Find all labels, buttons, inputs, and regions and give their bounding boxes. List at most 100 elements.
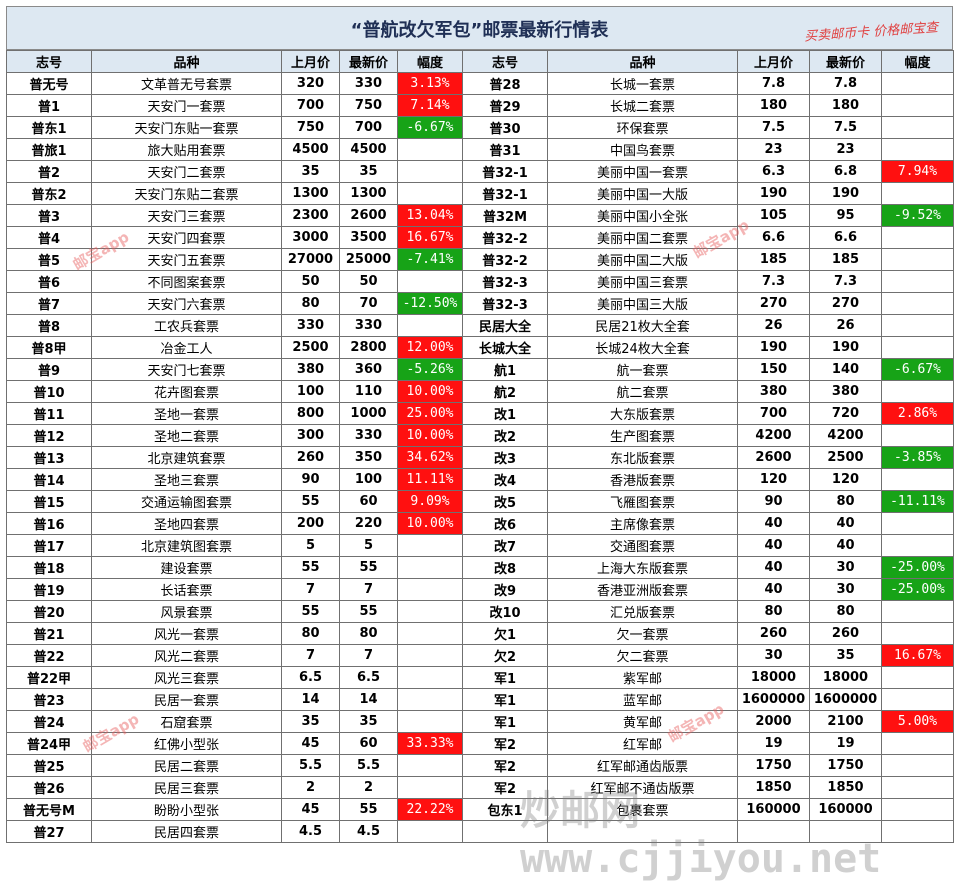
cell-variety: 美丽中国小全张: [547, 204, 738, 227]
cell-change: [881, 512, 954, 535]
header-change: 幅度: [881, 50, 954, 73]
cell-last-price: 150: [737, 358, 810, 381]
cell-variety: 上海大东版套票: [547, 556, 738, 579]
cell-change: -9.52%: [881, 204, 954, 227]
cell-latest-price: 25000: [339, 248, 398, 271]
cell-change: [881, 424, 954, 447]
cell-latest-price: 55: [339, 556, 398, 579]
cell-last-price: 90: [737, 490, 810, 513]
cell-last-price: 19: [737, 732, 810, 755]
cell-change: [881, 622, 954, 645]
cell-last-price: 4.5: [281, 820, 340, 843]
cell-code: 普1: [6, 94, 92, 117]
cell-last-price: 185: [737, 248, 810, 271]
cell-change: -25.00%: [881, 556, 954, 579]
cell-code: 普22: [6, 644, 92, 667]
cell-variety: 北京建筑图套票: [91, 534, 282, 557]
cell-last-price: 80: [281, 622, 340, 645]
cell-change: 2.86%: [881, 402, 954, 425]
table-row: 普7 天安门六套票 80 70 -12.50% 普32-3 美丽中国三大版 270 270: [6, 292, 954, 315]
cell-code: 普26: [6, 776, 92, 799]
cell-code: 普3: [6, 204, 92, 227]
cell-variety: 风光三套票: [91, 666, 282, 689]
cell-change: [397, 182, 463, 205]
cell-code: 军1: [462, 710, 548, 733]
cell-variety: 红军邮不通齿版票: [547, 776, 738, 799]
cell-latest-price: 7.5: [809, 116, 882, 139]
cell-variety: 民居三套票: [91, 776, 282, 799]
cell-last-price: 4200: [737, 424, 810, 447]
header-latest-price: 最新价: [809, 50, 882, 73]
cell-latest-price: 360: [339, 358, 398, 381]
cell-code: 普7: [6, 292, 92, 315]
table-row: 普8 工农兵套票 330 330 民居大全 民居21枚大全套 26 26: [6, 314, 954, 337]
cell-change: 10.00%: [397, 512, 463, 535]
cell-code: 普31: [462, 138, 548, 161]
cell-variety: 飞雁图套票: [547, 490, 738, 513]
cell-variety: 生产图套票: [547, 424, 738, 447]
cell-last-price: 380: [281, 358, 340, 381]
cell-latest-price: 720: [809, 402, 882, 425]
table-row: 普27 民居四套票 4.5 4.5: [6, 820, 954, 843]
table-row: 普2 天安门二套票 35 35 普32-1 美丽中国一套票 6.3 6.8 7.94%: [6, 160, 954, 183]
cell-code: 普东2: [6, 182, 92, 205]
cell-latest-price: 80: [809, 600, 882, 623]
table-row: 普旅1 旅大贴用套票 4500 4500 普31 中国鸟套票 23 23: [6, 138, 954, 161]
cell-change: 25.00%: [397, 402, 463, 425]
cell-latest-price: 4500: [339, 138, 398, 161]
cell-last-price: 30: [737, 644, 810, 667]
cell-latest-price: 50: [339, 270, 398, 293]
cell-latest-price: 2500: [809, 446, 882, 469]
cell-latest-price: 160000: [809, 798, 882, 821]
cell-change: [881, 314, 954, 337]
header-variety: 品种: [547, 50, 738, 73]
cell-code: 普30: [462, 116, 548, 139]
cell-variety: 天安门四套票: [91, 226, 282, 249]
cell-change: 10.00%: [397, 424, 463, 447]
cell-code: 航1: [462, 358, 548, 381]
cell-latest-price: 3500: [339, 226, 398, 249]
table-row: 普12 圣地二套票 300 330 10.00% 改2 生产图套票 4200 4200: [6, 424, 954, 447]
table-row: 普19 长话套票 7 7 改9 香港亚洲版套票 40 30 -25.00%: [6, 578, 954, 601]
cell-variety: 欠一套票: [547, 622, 738, 645]
cell-latest-price: 220: [339, 512, 398, 535]
cell-code: 普东1: [6, 116, 92, 139]
cell-code: 普14: [6, 468, 92, 491]
cell-last-price: 23: [737, 138, 810, 161]
cell-code: 普2: [6, 160, 92, 183]
table-row: 普3 天安门三套票 2300 2600 13.04% 普32M 美丽中国小全张 105 95 -9…: [6, 204, 954, 227]
cell-last-price: 6.3: [737, 160, 810, 183]
cell-code: 普24甲: [6, 732, 92, 755]
cell-change: -3.85%: [881, 446, 954, 469]
table-row: 普5 天安门五套票 27000 25000 -7.41% 普32-2 美丽中国二大版 185 1…: [6, 248, 954, 271]
cell-change: 16.67%: [397, 226, 463, 249]
cell-last-price: 45: [281, 732, 340, 755]
cell-last-price: 50: [281, 270, 340, 293]
cell-code: 普32M: [462, 204, 548, 227]
cell-last-price: 3000: [281, 226, 340, 249]
cell-variety: 红军邮: [547, 732, 738, 755]
cell-change: [397, 666, 463, 689]
cell-change: 7.94%: [881, 160, 954, 183]
cell-code: 普19: [6, 578, 92, 601]
cell-code: 航2: [462, 380, 548, 403]
table-row: 普26 民居三套票 2 2 军2 红军邮不通齿版票 1850 1850: [6, 776, 954, 799]
cell-code: 普32-1: [462, 182, 548, 205]
cell-variety: 天安门三套票: [91, 204, 282, 227]
cell-code: 改3: [462, 446, 548, 469]
header-code: 志号: [462, 50, 548, 73]
cell-code: 改9: [462, 578, 548, 601]
cell-code: 普27: [6, 820, 92, 843]
cell-change: [397, 644, 463, 667]
cell-change: 16.67%: [881, 644, 954, 667]
cell-variety: 航二套票: [547, 380, 738, 403]
cell-change: 10.00%: [397, 380, 463, 403]
cell-latest-price: 95: [809, 204, 882, 227]
cell-change: [881, 754, 954, 777]
cell-last-price: 260: [737, 622, 810, 645]
cell-change: [881, 270, 954, 293]
cell-latest-price: 330: [339, 314, 398, 337]
cell-latest-price: 2100: [809, 710, 882, 733]
cell-last-price: 120: [737, 468, 810, 491]
cell-latest-price: 110: [339, 380, 398, 403]
